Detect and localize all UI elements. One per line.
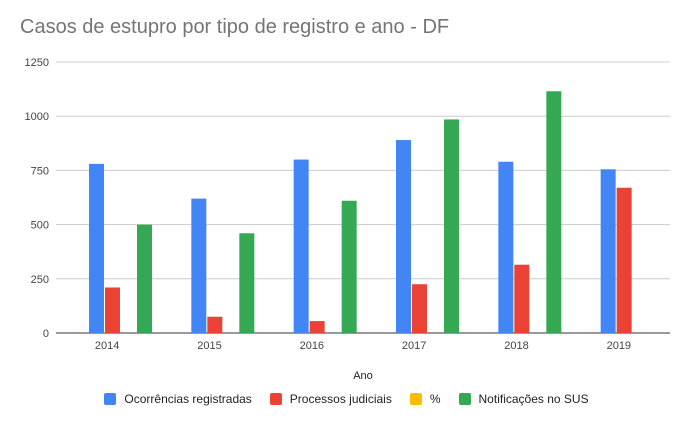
- x-tick-label: 2018: [504, 340, 528, 352]
- legend-label: %: [429, 392, 441, 406]
- bar: [239, 233, 255, 333]
- bar: [309, 321, 325, 333]
- legend-swatch: [104, 393, 117, 405]
- legend-item: Notificações no SUS: [458, 392, 589, 406]
- x-tick-label: 2014: [95, 340, 119, 352]
- bar: [616, 187, 632, 333]
- chart-title: Casos de estupro por tipo de registro e …: [20, 16, 450, 38]
- y-tick-label: 750: [31, 165, 49, 177]
- bar: [412, 284, 427, 333]
- y-tick-label: 1000: [25, 111, 49, 123]
- bar: [514, 264, 530, 333]
- x-tick-label: 2016: [300, 340, 324, 352]
- legend-label: Ocorrências registradas: [124, 392, 252, 406]
- legend-swatch: [409, 393, 422, 405]
- x-tick-label: 2015: [197, 340, 221, 352]
- legend-item: Ocorrências registradas: [104, 392, 252, 406]
- x-axis-label: Ano: [353, 370, 373, 382]
- legend-label: Notificações no SUS: [478, 392, 589, 406]
- bar: [546, 91, 562, 333]
- x-tick-label: 2017: [402, 340, 426, 352]
- bar: [137, 224, 152, 333]
- y-tick-label: 500: [31, 220, 49, 232]
- bar: [498, 161, 514, 333]
- legend-swatch: [458, 393, 471, 405]
- bar: [207, 316, 223, 333]
- legend-item: %: [409, 392, 441, 406]
- bar: [341, 200, 357, 333]
- bar: [105, 287, 120, 333]
- legend-swatch: [269, 393, 282, 405]
- y-tick-label: 250: [31, 274, 49, 286]
- bar: [89, 163, 104, 333]
- bar: [293, 159, 309, 333]
- legend-item: Processos judiciais: [269, 392, 392, 406]
- bar: [444, 119, 459, 334]
- bar: [191, 198, 207, 333]
- x-tick-label: 2019: [607, 340, 631, 352]
- legend-label: Processos judiciais: [289, 392, 392, 406]
- y-tick-label: 0: [43, 328, 49, 340]
- bar: [396, 140, 411, 333]
- y-tick-label: 1250: [25, 57, 49, 69]
- bar: [600, 169, 616, 333]
- chart-legend: Ocorrências registradas Processos judicia…: [0, 392, 693, 406]
